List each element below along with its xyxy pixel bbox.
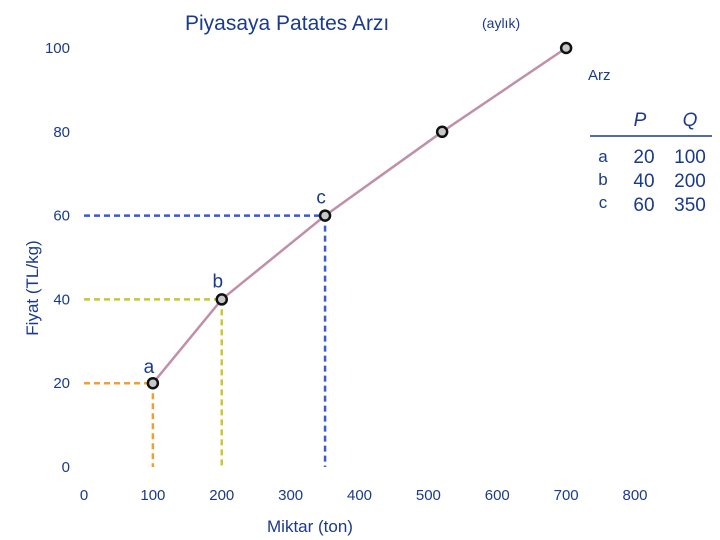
y-tick-label: 100 [45, 40, 70, 57]
table-row-p-b: 40 [633, 171, 654, 192]
table-row-q-c: 350 [674, 195, 706, 216]
price-quantity-table: P Q a 20 100 b 40 200 c 60 350 [590, 110, 712, 216]
axes: 0 20 40 60 80 100 0 100 200 300 400 500 600 700 800 [45, 40, 648, 504]
data-point-marker [146, 376, 160, 390]
y-tick-label: 0 [62, 459, 70, 476]
point-label-b: b [212, 271, 223, 292]
table-header-p: P [634, 110, 647, 131]
data-markers [146, 41, 573, 390]
data-point-marker [215, 293, 228, 306]
table-row-p-c: 60 [633, 195, 654, 216]
table-row-label-a: a [598, 147, 608, 166]
x-tick-label: 500 [416, 487, 441, 504]
table-row-label-c: c [599, 193, 608, 212]
data-point-marker [318, 209, 332, 222]
x-tick-label: 800 [622, 487, 647, 504]
chart-subtitle: (aylık) [482, 15, 520, 31]
table-row-label-b: b [598, 170, 607, 189]
y-tick-label: 80 [53, 124, 70, 141]
table-header-q: Q [683, 110, 698, 131]
x-axis-label: Miktar (ton) [267, 517, 353, 536]
guide-lines [84, 214, 327, 467]
point-label-c: c [316, 188, 326, 209]
table-row-p-a: 20 [633, 147, 654, 168]
x-tick-label: 100 [140, 487, 165, 504]
x-tick-label: 600 [485, 487, 510, 504]
table-row-q-b: 200 [674, 171, 706, 192]
point-labels: a b c [144, 188, 326, 379]
data-point-marker [435, 125, 449, 139]
table-row-q-a: 100 [674, 147, 706, 168]
series-label-arz: Arz [588, 67, 611, 84]
y-tick-label: 60 [53, 208, 70, 225]
y-tick-label: 20 [53, 375, 70, 392]
point-label-a: a [144, 357, 155, 378]
chart-title: Piyasaya Patates Arzı [185, 12, 389, 35]
data-point-marker [559, 41, 573, 55]
x-tick-label: 400 [347, 487, 372, 504]
y-tick-label: 40 [53, 291, 70, 308]
x-tick-label: 700 [554, 487, 579, 504]
y-axis-label: Fiyat (TL/kg) [23, 240, 42, 335]
x-tick-label: 0 [80, 487, 88, 504]
x-tick-label: 300 [278, 487, 303, 504]
x-tick-label: 200 [209, 487, 234, 504]
